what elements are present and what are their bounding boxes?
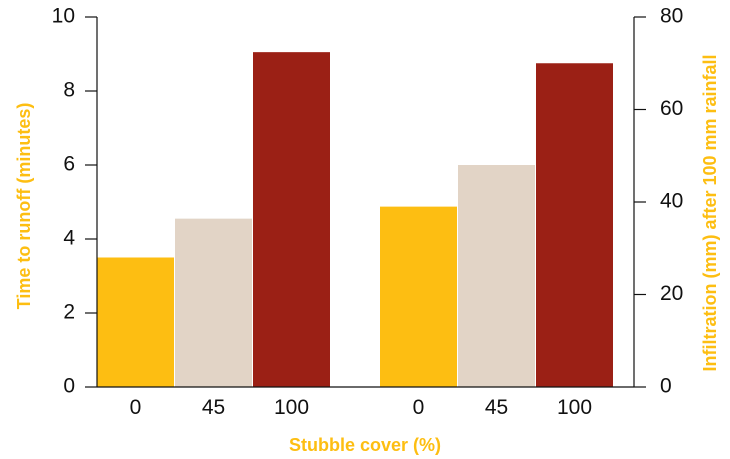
x-tick-label: 45 — [202, 396, 225, 419]
left-axis: 0 2 4 6 8 10 Time to runoff (minutes) — [14, 5, 98, 398]
right-tick-label: 60 — [660, 97, 683, 120]
x-tick-label: 45 — [485, 396, 508, 419]
right-tick-label: 40 — [660, 190, 683, 213]
right-tick-label: 20 — [660, 282, 683, 305]
x-tick-label: 0 — [130, 396, 142, 419]
right-axis-title: Infiltration (mm) after 100 mm rainfall — [700, 54, 720, 371]
right-tick-label: 80 — [660, 5, 683, 28]
left-tick-label: 2 — [63, 301, 75, 324]
left-tick-label: 0 — [63, 375, 75, 398]
bar-group2-0 — [380, 206, 457, 387]
bar-group1-45 — [175, 218, 252, 387]
bar-group1-0 — [97, 257, 174, 387]
x-axis-title: Stubble cover (%) — [289, 435, 441, 455]
bars — [97, 52, 613, 388]
right-axis: 0 20 40 60 80 Infiltration (mm) after 100 mm… — [633, 5, 720, 398]
x-axis: 0 45 100 0 45 100 Stubble cover (%) — [97, 386, 634, 455]
left-ticks: 0 2 4 6 8 10 — [52, 5, 97, 398]
left-axis-title: Time to runoff (minutes) — [14, 103, 34, 310]
x-ticks: 0 45 100 0 45 100 — [130, 396, 592, 419]
bar-group1-100 — [253, 52, 330, 388]
right-ticks: 0 20 40 60 80 — [634, 5, 683, 398]
right-tick-label: 0 — [660, 375, 672, 398]
left-tick-label: 8 — [63, 79, 75, 102]
x-tick-label: 100 — [557, 396, 592, 419]
left-tick-label: 10 — [52, 5, 75, 28]
bar-group2-100 — [536, 63, 613, 387]
x-tick-label: 100 — [274, 396, 309, 419]
bar-group2-45 — [458, 165, 535, 387]
left-tick-label: 4 — [63, 227, 75, 250]
left-tick-label: 6 — [63, 153, 75, 176]
x-tick-label: 0 — [413, 396, 425, 419]
